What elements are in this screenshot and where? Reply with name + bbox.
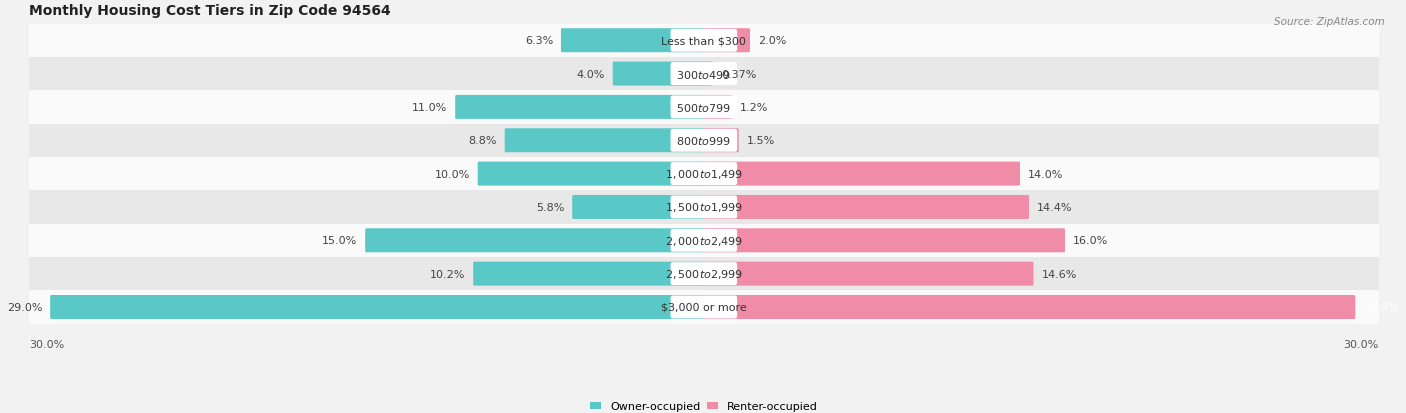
Text: Source: ZipAtlas.com: Source: ZipAtlas.com: [1274, 17, 1385, 26]
FancyBboxPatch shape: [613, 62, 704, 86]
Text: $1,000 to $1,499: $1,000 to $1,499: [665, 168, 742, 180]
FancyBboxPatch shape: [703, 96, 733, 120]
Text: 10.0%: 10.0%: [434, 169, 470, 179]
Text: 1.2%: 1.2%: [740, 103, 768, 113]
FancyBboxPatch shape: [456, 96, 704, 120]
FancyBboxPatch shape: [703, 195, 1029, 219]
FancyBboxPatch shape: [671, 196, 737, 219]
FancyBboxPatch shape: [28, 291, 1379, 324]
Text: 1.5%: 1.5%: [747, 136, 775, 146]
Legend: Owner-occupied, Renter-occupied: Owner-occupied, Renter-occupied: [591, 401, 818, 411]
Text: 14.4%: 14.4%: [1036, 202, 1073, 212]
Text: 30.0%: 30.0%: [28, 339, 65, 349]
Text: 8.8%: 8.8%: [468, 136, 496, 146]
Text: 6.3%: 6.3%: [524, 36, 553, 46]
Text: 5.8%: 5.8%: [536, 202, 564, 212]
FancyBboxPatch shape: [366, 229, 704, 253]
Text: 11.0%: 11.0%: [412, 103, 447, 113]
FancyBboxPatch shape: [505, 129, 704, 153]
FancyBboxPatch shape: [703, 229, 1064, 253]
Text: 10.2%: 10.2%: [430, 269, 465, 279]
FancyBboxPatch shape: [703, 29, 749, 53]
Text: 28.9%: 28.9%: [1364, 302, 1399, 312]
FancyBboxPatch shape: [28, 124, 1379, 157]
Text: 14.0%: 14.0%: [1028, 169, 1063, 179]
Text: $300 to $499: $300 to $499: [676, 69, 731, 81]
FancyBboxPatch shape: [703, 262, 1033, 286]
FancyBboxPatch shape: [671, 296, 737, 319]
Text: $500 to $799: $500 to $799: [676, 102, 731, 114]
Text: $800 to $999: $800 to $999: [676, 135, 731, 147]
FancyBboxPatch shape: [28, 157, 1379, 191]
Text: $2,500 to $2,999: $2,500 to $2,999: [665, 268, 742, 280]
FancyBboxPatch shape: [703, 295, 1355, 319]
FancyBboxPatch shape: [28, 24, 1379, 58]
Text: Monthly Housing Cost Tiers in Zip Code 94564: Monthly Housing Cost Tiers in Zip Code 9…: [28, 4, 391, 18]
Text: 15.0%: 15.0%: [322, 236, 357, 246]
FancyBboxPatch shape: [671, 63, 737, 86]
Text: Less than $300: Less than $300: [661, 36, 747, 46]
Text: $2,000 to $2,499: $2,000 to $2,499: [665, 234, 742, 247]
Text: 4.0%: 4.0%: [576, 69, 605, 79]
FancyBboxPatch shape: [51, 295, 704, 319]
Text: 16.0%: 16.0%: [1073, 236, 1108, 246]
FancyBboxPatch shape: [703, 129, 738, 153]
FancyBboxPatch shape: [572, 195, 704, 219]
FancyBboxPatch shape: [28, 257, 1379, 291]
Text: $3,000 or more: $3,000 or more: [661, 302, 747, 312]
FancyBboxPatch shape: [703, 162, 1019, 186]
FancyBboxPatch shape: [671, 263, 737, 285]
Text: 0.37%: 0.37%: [721, 69, 756, 79]
Text: 29.0%: 29.0%: [7, 302, 42, 312]
FancyBboxPatch shape: [561, 29, 704, 53]
FancyBboxPatch shape: [703, 62, 713, 86]
FancyBboxPatch shape: [28, 191, 1379, 224]
FancyBboxPatch shape: [671, 96, 737, 119]
Text: 30.0%: 30.0%: [1344, 339, 1379, 349]
FancyBboxPatch shape: [671, 163, 737, 185]
FancyBboxPatch shape: [671, 130, 737, 152]
Text: $1,500 to $1,999: $1,500 to $1,999: [665, 201, 742, 214]
FancyBboxPatch shape: [671, 229, 737, 252]
FancyBboxPatch shape: [478, 162, 704, 186]
FancyBboxPatch shape: [671, 30, 737, 52]
FancyBboxPatch shape: [28, 58, 1379, 91]
Text: 14.6%: 14.6%: [1042, 269, 1077, 279]
FancyBboxPatch shape: [28, 91, 1379, 124]
FancyBboxPatch shape: [28, 224, 1379, 257]
Text: 2.0%: 2.0%: [758, 36, 786, 46]
FancyBboxPatch shape: [474, 262, 704, 286]
